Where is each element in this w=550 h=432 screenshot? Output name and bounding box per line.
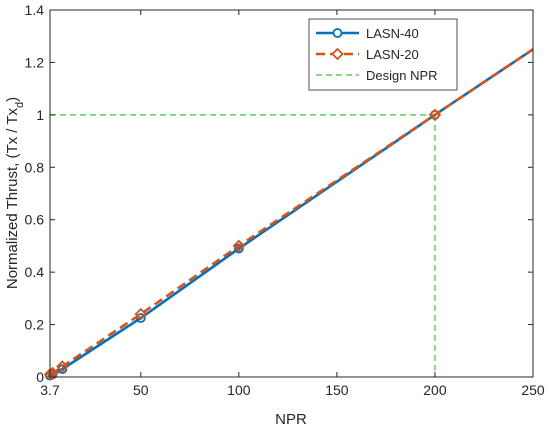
- legend-label-2: Design NPR: [366, 68, 438, 83]
- design-npr-guides: [50, 114, 436, 377]
- y-tick-label: 0.6: [25, 212, 45, 228]
- plot-frame: [49, 9, 534, 378]
- series-point-1: [56, 360, 69, 373]
- x-tick-label: 150: [325, 382, 349, 398]
- x-tick-label: 3.7: [40, 382, 60, 398]
- y-tick-label: 1: [36, 107, 44, 123]
- legend-label-0: LASN-40: [366, 26, 419, 41]
- y-tick-label: 0.2: [25, 317, 45, 333]
- series-layer: [43, 48, 534, 381]
- y-tick-label: 0.4: [25, 264, 45, 280]
- legend-swatch-marker-1: [331, 47, 344, 61]
- y-axis-title-main: Normalized Thrust, (Tx / Tx: [4, 107, 21, 289]
- series-point-1: [428, 108, 442, 122]
- y-axis-title-suffix: ): [4, 97, 21, 102]
- x-tick-label: 100: [227, 382, 251, 398]
- y-tick-label: 0.8: [25, 159, 45, 175]
- y-axis-title: Normalized Thrust, (Tx / Txd): [4, 97, 26, 289]
- series-point-1: [46, 366, 59, 380]
- x-tick-label: 250: [521, 382, 545, 398]
- plot-area: [50, 10, 533, 377]
- series-point-1: [134, 307, 148, 321]
- x-axis-title: NPR: [275, 411, 307, 428]
- legend-label-1: LASN-20: [366, 47, 419, 62]
- x-tick-label: 200: [423, 382, 447, 398]
- y-tick-label: 1.2: [25, 54, 45, 70]
- axes: 3.7 50 100 150 200 250 0 0.2 0.4 0.6 0.8 1 1.2 1.4: [25, 2, 545, 398]
- series-point-1: [232, 239, 246, 253]
- y-tick-label: 1.4: [25, 2, 45, 18]
- x-tick-label: 50: [133, 382, 149, 398]
- y-axis-title-subscript: d: [14, 102, 26, 108]
- legend-swatch-marker-0: [332, 28, 343, 38]
- y-tick-label: 0: [36, 369, 44, 385]
- legend: LASN-40 LASN-20 Design NPR: [308, 18, 458, 91]
